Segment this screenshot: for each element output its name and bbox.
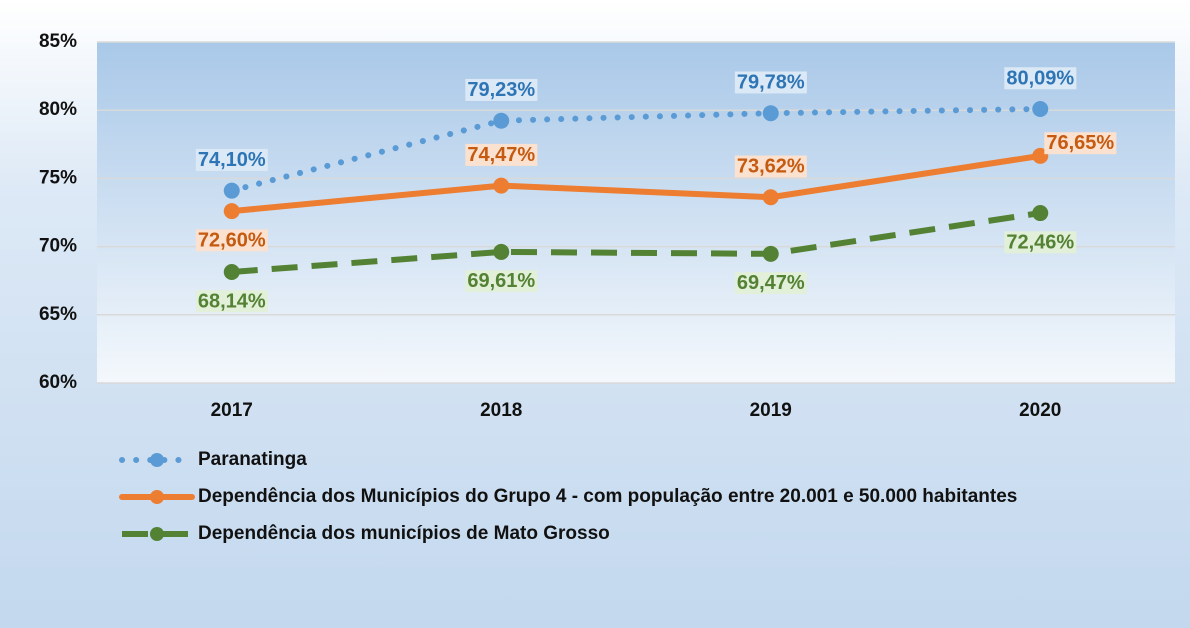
data-label: 72,60% bbox=[198, 229, 266, 251]
legend-label: Paranatinga bbox=[198, 449, 307, 470]
data-point bbox=[762, 189, 779, 206]
data-point bbox=[493, 243, 510, 260]
data-label-bg bbox=[1004, 231, 1077, 254]
data-label-bg bbox=[1004, 67, 1077, 90]
x-tick-label: 2017 bbox=[211, 400, 253, 421]
data-point bbox=[762, 105, 779, 122]
legend-marker bbox=[150, 453, 164, 467]
data-label-bg bbox=[734, 272, 807, 295]
x-tick-label: 2019 bbox=[750, 400, 792, 421]
y-tick-label: 75% bbox=[39, 167, 77, 188]
data-label: 69,61% bbox=[467, 270, 535, 292]
data-point bbox=[493, 177, 510, 194]
plot-area bbox=[97, 42, 1175, 383]
series-line bbox=[228, 105, 1044, 194]
legend-symbol bbox=[119, 453, 195, 467]
data-point bbox=[223, 203, 240, 220]
data-label-bg bbox=[465, 270, 538, 293]
data-label-bg bbox=[195, 290, 268, 313]
data-label: 76,65% bbox=[1046, 132, 1114, 154]
data-point bbox=[762, 245, 779, 262]
y-tick-label: 85% bbox=[39, 31, 77, 52]
legend-label: Dependência dos Municípios do Grupo 4 - … bbox=[198, 486, 1018, 507]
legend-item: Dependência dos municípios de Mato Gross… bbox=[118, 522, 1118, 545]
data-label-bg bbox=[465, 143, 538, 166]
data-label: 73,62% bbox=[737, 156, 805, 178]
data-point bbox=[223, 263, 240, 280]
data-label-bg bbox=[734, 155, 807, 178]
legend-item: Dependência dos Municípios do Grupo 4 - … bbox=[118, 485, 1118, 508]
legend-marker bbox=[150, 527, 164, 541]
data-label: 74,10% bbox=[198, 149, 266, 171]
legend-label: Dependência dos municípios de Mato Gross… bbox=[198, 523, 610, 544]
data-label: 79,78% bbox=[737, 71, 805, 93]
data-label: 72,46% bbox=[1006, 231, 1074, 253]
legend: Paranatinga Dependência dos Municípios do… bbox=[118, 448, 1118, 559]
x-tick-label: 2020 bbox=[1019, 400, 1061, 421]
legend-item: Paranatinga bbox=[118, 448, 1118, 471]
series-line bbox=[231, 210, 1041, 275]
plot: 60% 65% 70% 75% 80% 85% 2017 2018 2019 2020 74,10%… bbox=[39, 31, 1175, 421]
y-tick-label: 80% bbox=[39, 99, 77, 120]
data-point bbox=[1032, 100, 1049, 117]
data-label-bg bbox=[734, 71, 807, 94]
data-label: 74,47% bbox=[467, 144, 535, 166]
series-line bbox=[228, 152, 1044, 215]
data-label: 80,09% bbox=[1006, 67, 1074, 89]
y-tick-label: 70% bbox=[39, 236, 77, 257]
data-label-bg bbox=[465, 78, 538, 101]
y-tick-label: 60% bbox=[39, 372, 77, 393]
data-label: 68,14% bbox=[198, 290, 266, 312]
legend-symbol bbox=[119, 490, 195, 504]
data-point bbox=[1032, 205, 1049, 222]
data-point bbox=[493, 112, 510, 129]
data-point bbox=[223, 182, 240, 199]
x-tick-label: 2018 bbox=[480, 400, 522, 421]
legend-symbol bbox=[122, 527, 192, 541]
data-label-bg bbox=[195, 148, 268, 171]
legend-marker bbox=[150, 490, 164, 504]
y-tick-label: 65% bbox=[39, 304, 77, 325]
data-point bbox=[1032, 147, 1049, 164]
data-label-bg bbox=[1044, 132, 1117, 155]
data-label: 79,23% bbox=[467, 79, 535, 101]
data-label: 69,47% bbox=[737, 272, 805, 294]
data-label-bg bbox=[195, 229, 268, 252]
